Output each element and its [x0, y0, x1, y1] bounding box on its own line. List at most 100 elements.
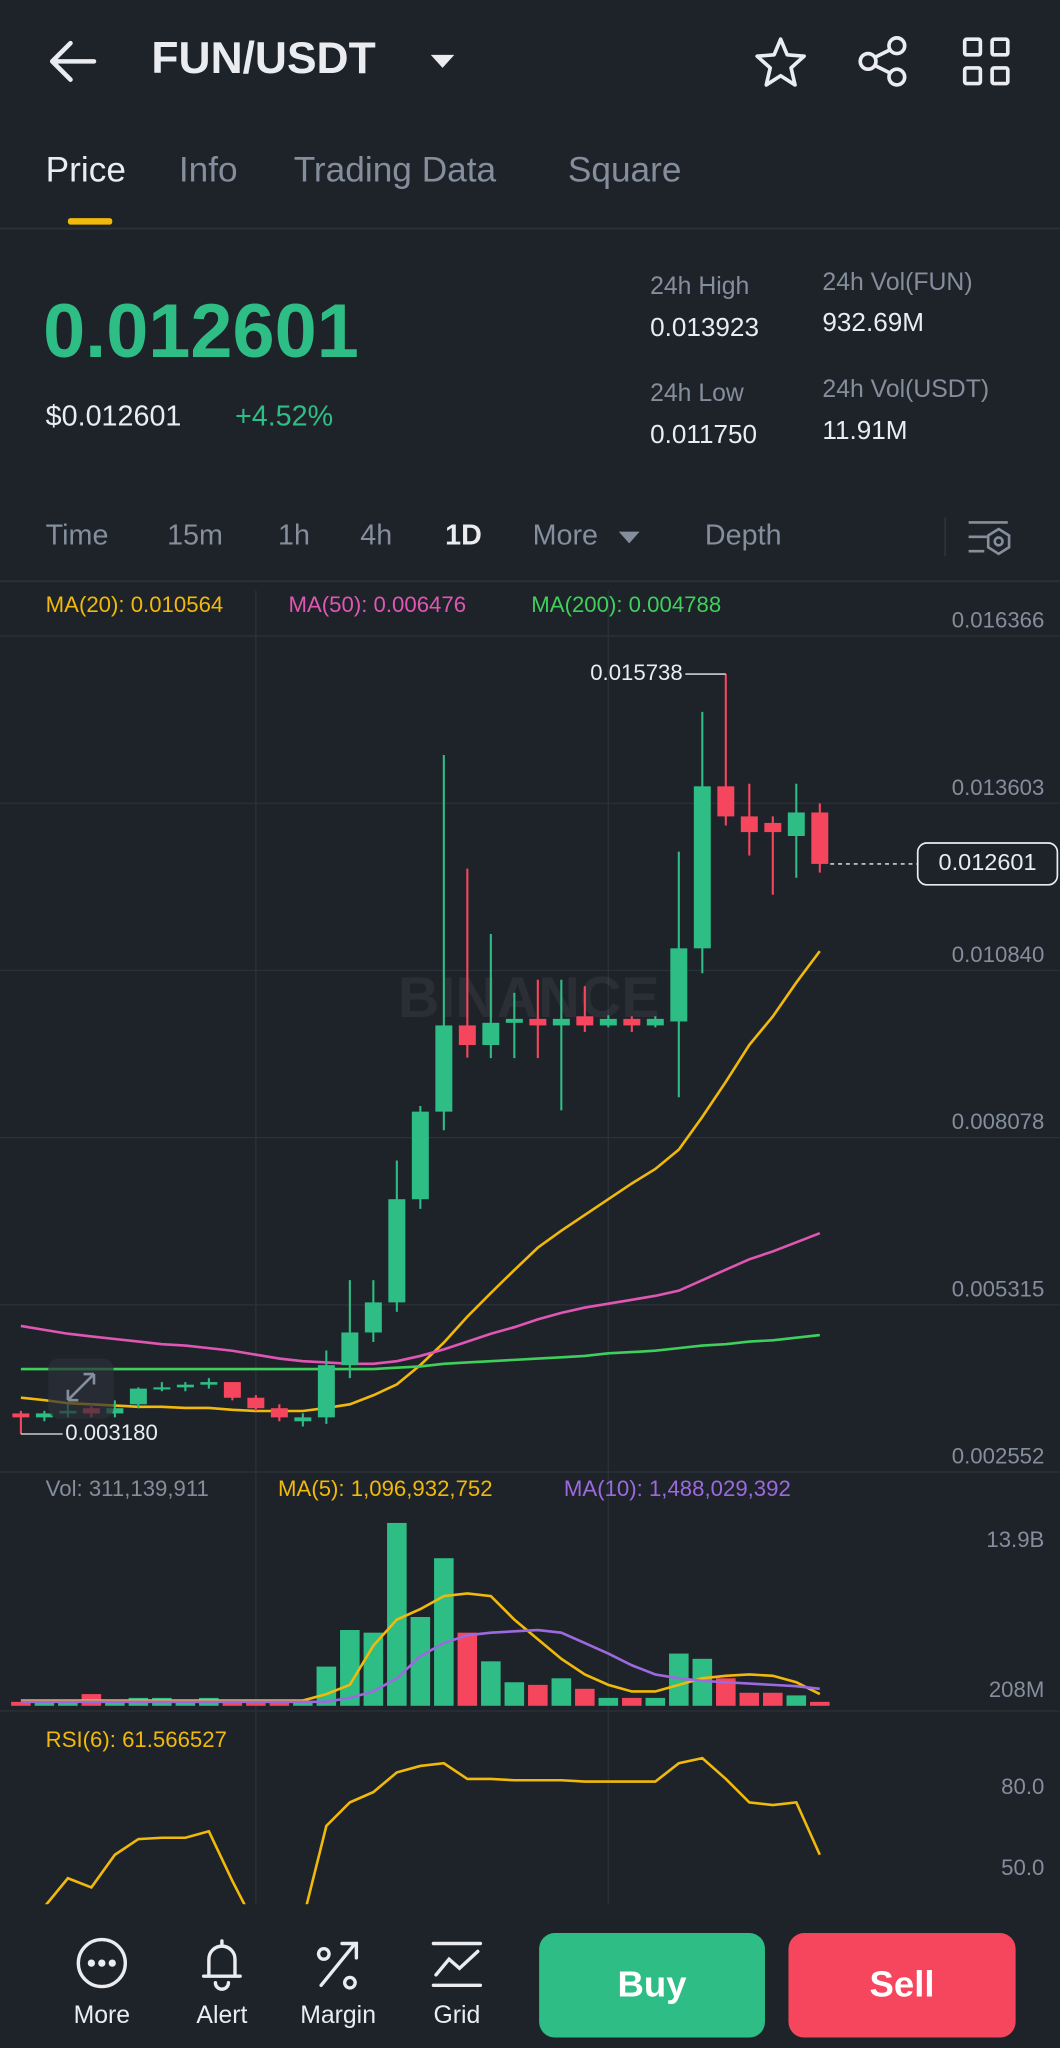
stat-label: 24h Low — [650, 380, 744, 407]
volume-legend: Vol: 311,139,911 — [46, 1476, 209, 1501]
legend-entry: MA(20): 0.010564 — [46, 592, 224, 617]
candle-body — [599, 1018, 617, 1026]
volume-bar — [598, 1697, 619, 1706]
volume-bar — [246, 1701, 266, 1706]
volume-bar — [457, 1632, 478, 1706]
y-tick-label: 80.0 — [1001, 1774, 1044, 1799]
volume-bar — [716, 1678, 736, 1706]
stat-value: 11.91M — [822, 415, 907, 445]
candle-body — [153, 1387, 171, 1390]
volume-bar — [528, 1684, 548, 1706]
candle-body — [317, 1365, 335, 1418]
tab[interactable]: Square — [568, 151, 682, 190]
interval[interactable]: Time — [46, 519, 109, 551]
last-price-label: 0.012601 — [939, 849, 1037, 875]
volume-bar — [692, 1658, 713, 1706]
share-button[interactable] — [858, 36, 907, 87]
buy-button[interactable] — [539, 1933, 765, 2038]
volume-bar — [363, 1632, 384, 1706]
candle-body — [529, 1018, 547, 1026]
last-price: 0.012601 — [43, 289, 359, 374]
volume-bar — [786, 1695, 807, 1706]
candle-body — [740, 816, 758, 833]
grid-icon[interactable] — [431, 1941, 483, 1988]
high-label: 0.015738 — [590, 660, 683, 685]
volume-bar — [434, 1558, 454, 1706]
alert-icon[interactable] — [201, 1939, 242, 1991]
more-dropdown[interactable] — [618, 531, 640, 544]
candle-body — [247, 1397, 265, 1409]
pair-dropdown[interactable] — [430, 54, 455, 68]
buy-label: Buy — [618, 1963, 688, 2004]
legend-entry: MA(5): 1,096,932,752 — [278, 1476, 493, 1501]
more-icon[interactable] — [76, 1937, 128, 1989]
sell-button[interactable] — [788, 1933, 1016, 2038]
legend-entry: MA(200): 0.004788 — [531, 592, 721, 617]
watermark: BINANCE — [398, 966, 660, 1030]
stat-value: 932.69M — [822, 307, 924, 337]
volume-bar — [575, 1688, 595, 1706]
candle-body — [364, 1302, 382, 1333]
tab[interactable]: Trading Data — [294, 151, 497, 190]
volume-bar — [11, 1701, 31, 1706]
candle-body — [717, 786, 735, 817]
candle-body — [482, 1022, 500, 1046]
pair-title[interactable]: FUN/USDT — [151, 34, 375, 83]
y-tick-label: 0.016366 — [952, 608, 1045, 633]
indicator-settings[interactable] — [968, 521, 1011, 556]
stat-label: 24h High — [650, 273, 749, 300]
candle-body — [106, 1408, 124, 1414]
volume-bar — [669, 1653, 689, 1706]
stat-value: 0.011750 — [650, 419, 757, 449]
line — [20, 1231, 821, 1366]
legend-entry: MA(10): 1,488,029,392 — [564, 1476, 791, 1501]
interval[interactable]: 15m — [167, 519, 223, 551]
candle-body — [200, 1382, 218, 1385]
candle-body — [693, 786, 711, 949]
y-tick-label: 50.0 — [1001, 1855, 1044, 1880]
interval[interactable]: 1h — [278, 519, 310, 551]
low-label: 0.003180 — [65, 1420, 158, 1445]
candle-body — [12, 1413, 30, 1418]
volume-bar — [481, 1661, 501, 1706]
volume-bar — [810, 1701, 830, 1706]
candle-body — [670, 948, 688, 1022]
volume-bar — [340, 1630, 360, 1706]
tool-label[interactable]: More — [74, 2002, 130, 2029]
layout-button[interactable] — [962, 37, 1010, 86]
candle-body — [223, 1382, 241, 1398]
tool-label[interactable]: Grid — [433, 2002, 480, 2029]
legend-entry: RSI(6): 61.566527 — [46, 1727, 227, 1752]
line — [20, 1628, 820, 1704]
candle-body — [341, 1332, 359, 1366]
candle-body — [787, 812, 805, 837]
margin-icon[interactable] — [316, 1941, 359, 1990]
line — [44, 1756, 821, 1905]
volume-bar — [504, 1682, 525, 1706]
y-tick-label: 0.013603 — [952, 775, 1045, 800]
candle-body — [435, 1025, 453, 1112]
volume-bar — [58, 1700, 78, 1706]
interval[interactable]: 1D — [445, 519, 482, 551]
tool-label[interactable]: Alert — [196, 2002, 247, 2029]
line — [20, 1592, 821, 1702]
volume-bar — [739, 1692, 760, 1706]
candle-body — [811, 812, 829, 864]
tool-label[interactable]: Margin — [300, 2002, 376, 2029]
interval[interactable]: 4h — [360, 519, 392, 551]
interval[interactable]: Depth — [705, 519, 782, 551]
y-tick-label: 13.9B — [986, 1527, 1044, 1552]
volume-bar — [34, 1701, 55, 1706]
y-tick-label: 0.002552 — [952, 1443, 1045, 1468]
tab[interactable]: Info — [179, 151, 238, 190]
tab[interactable]: Price — [46, 151, 126, 190]
interval[interactable]: More — [533, 519, 598, 551]
favorite-button[interactable] — [755, 37, 806, 87]
candle-body — [294, 1417, 312, 1422]
back-button[interactable] — [49, 40, 97, 82]
stat-label: 24h Vol(USDT) — [822, 376, 989, 403]
volume-bar — [763, 1692, 783, 1706]
sell-label: Sell — [870, 1963, 935, 2004]
